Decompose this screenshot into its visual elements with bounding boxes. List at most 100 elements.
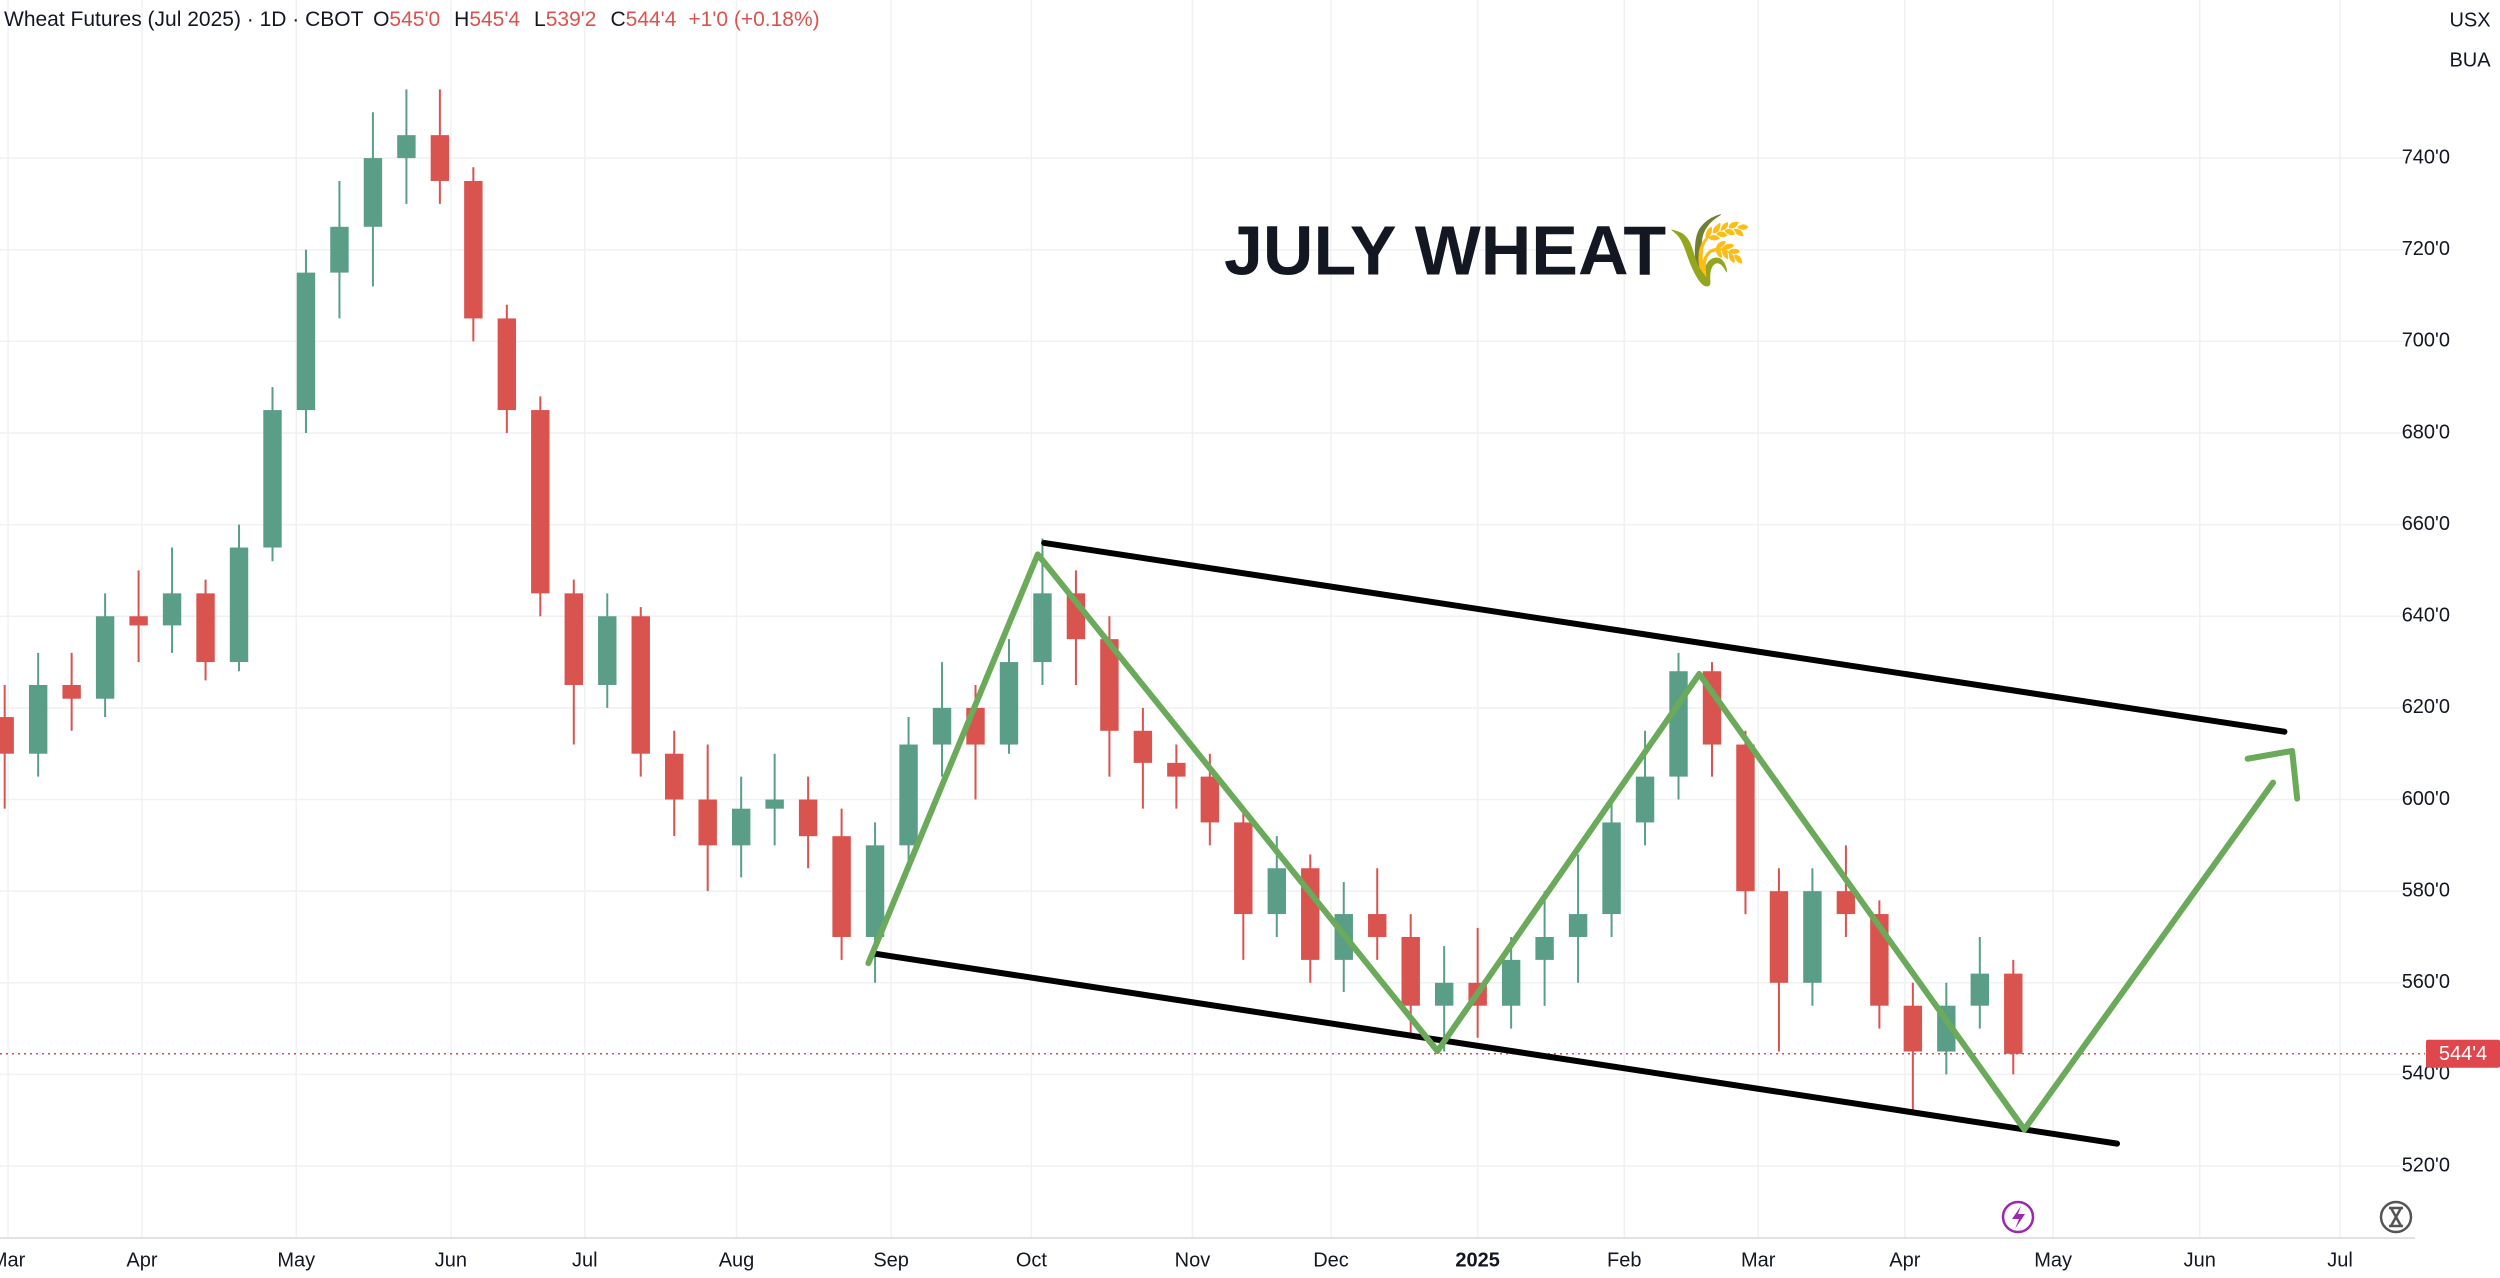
y-tick-label: 620'0 (2402, 696, 2450, 718)
x-tick-label: Apr (126, 1249, 157, 1271)
candle-body (1635, 776, 1655, 823)
candle-body (865, 845, 885, 937)
candle-body (1836, 891, 1856, 915)
unit-label: BUA (2449, 49, 2491, 71)
y-tick-label: 560'0 (2402, 971, 2450, 993)
y-tick-label: 600'0 (2402, 788, 2450, 810)
candle-body (932, 707, 952, 745)
header-part: 539'2 (546, 8, 597, 31)
header-part: O (373, 8, 389, 31)
header-part: 545'4 (469, 8, 520, 31)
candle-body (229, 547, 249, 663)
candle-body (1434, 982, 1454, 1006)
header-part: Wheat Futures (Jul 2025) · 1D · CBOT (4, 8, 364, 31)
candle-body (1401, 936, 1420, 1006)
grid (0, 0, 2415, 1238)
y-tick-label: 660'0 (2402, 513, 2450, 535)
header-part: 544'4 (626, 8, 677, 31)
y-tick-label: 640'0 (2402, 605, 2450, 627)
candle-body (899, 744, 918, 846)
x-tick-label: Aug (719, 1249, 755, 1271)
alert-icon[interactable] (2001, 1200, 2035, 1234)
candle-body (397, 135, 416, 159)
x-tick-label: Mar (1741, 1249, 1776, 1271)
candle-body (564, 593, 583, 685)
last-price-box (2426, 1039, 2500, 1068)
trend-line (870, 950, 2121, 1147)
candle-body (1501, 959, 1521, 1006)
candle-body (1803, 891, 1822, 983)
candle-body (162, 593, 182, 626)
candle-body (296, 272, 316, 411)
candle-body (430, 135, 450, 181)
candle-body (464, 180, 483, 319)
x-tick-label: Apr (1889, 1249, 1920, 1271)
candle-body (330, 226, 349, 273)
candle-body (1368, 914, 1387, 937)
x-tick-label: Jun (2184, 1249, 2216, 1271)
x-tick-label: Nov (1175, 1249, 1211, 1271)
candle-body (1602, 822, 1621, 915)
y-tick-label: 680'0 (2402, 421, 2450, 443)
x-tick-label: Jul (2327, 1249, 2353, 1271)
candle-body (1267, 868, 1287, 915)
candle-body (1903, 1005, 1923, 1052)
candle-body (798, 799, 818, 837)
candle-body (95, 616, 115, 699)
candle-body (731, 808, 751, 846)
candle-body (1133, 730, 1153, 763)
candle-body (62, 684, 81, 699)
x-tick-label: Dec (1313, 1249, 1349, 1271)
x-tick-label: Sep (873, 1249, 909, 1271)
trend-line (1041, 539, 2288, 735)
candle-body (2004, 973, 2023, 1054)
labels: 520'0 540'0 560'0 580'0 600'0 620'0 640'0 660'0… (0, 146, 2500, 1271)
candle-body (196, 593, 215, 663)
candle-body (1736, 744, 1755, 892)
trend-line (2244, 747, 2301, 802)
candle-body (1033, 593, 1052, 663)
candle-body (129, 616, 148, 626)
candle-body (1669, 671, 1688, 777)
last-price-label: 544'4 (2439, 1043, 2487, 1065)
candle-body (631, 616, 650, 754)
candle-body (1568, 914, 1588, 937)
x-tick-label: Jul (572, 1249, 598, 1271)
y-tick-label: 740'0 (2402, 146, 2450, 168)
y-tick-label: 580'0 (2402, 879, 2450, 901)
x-tick-label: 2025 (1455, 1249, 1500, 1271)
header-part: +1'0 (+0.18%) (688, 8, 819, 31)
candle-body (263, 410, 282, 548)
candle-body (999, 662, 1019, 745)
chart-title: JULY WHEAT🌾 (1224, 211, 1753, 289)
y-tick-label: 520'0 (2402, 1154, 2450, 1176)
x-tick-label: Oct (1016, 1249, 1048, 1271)
header-part: C (610, 8, 625, 31)
x-tick-label: May (2034, 1249, 2072, 1271)
header: Wheat Futures (Jul 2025) · 1D · CBOT O545… (4, 8, 820, 31)
candle-body (0, 717, 14, 754)
x-tick-label: Mar (0, 1249, 26, 1271)
replay-icon[interactable] (2379, 1200, 2413, 1234)
x-tick-label: Feb (1607, 1249, 1641, 1271)
candle-body (1167, 762, 1186, 777)
x-tick-label: Jun (435, 1249, 467, 1271)
header-part: L (534, 8, 546, 31)
x-tick-label: May (277, 1249, 315, 1271)
trend-line (865, 551, 2277, 1133)
candle-body (1234, 822, 1253, 915)
candle-body (598, 616, 617, 685)
y-tick-label: 540'0 (2402, 1063, 2450, 1085)
candle-body (363, 158, 383, 227)
candle-body (1200, 776, 1220, 823)
candle-body (832, 836, 851, 937)
candle-body (665, 753, 684, 800)
candle-body (1535, 936, 1554, 960)
drawings (0, 539, 2425, 1147)
candle-body (531, 410, 550, 594)
header-part: 545'0 (389, 8, 440, 31)
header-part: H (454, 8, 469, 31)
y-tick-label: 700'0 (2402, 330, 2450, 352)
